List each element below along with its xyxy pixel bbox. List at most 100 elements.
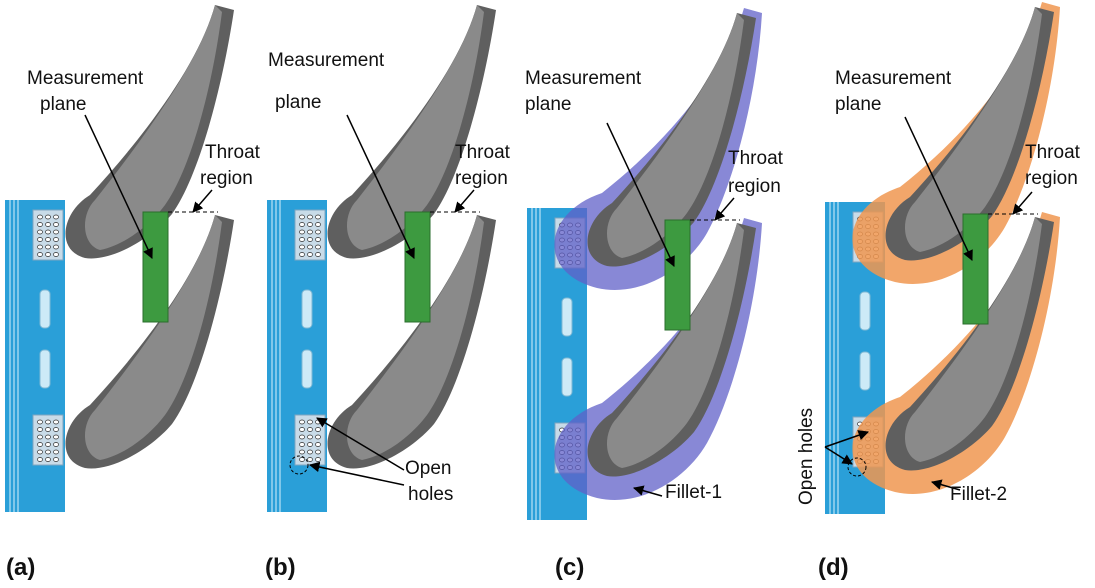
hole [46,450,51,454]
label: Measurement [27,68,144,89]
hole [54,223,59,227]
caption: (c) [555,554,584,581]
hole [300,458,305,462]
hole [38,443,43,447]
hole [300,215,305,219]
hole [316,443,321,447]
hole [308,223,313,227]
hole [54,245,59,249]
hole [308,253,313,257]
label: region [1025,168,1078,189]
slot [302,290,312,328]
hole [316,215,321,219]
label: plane [835,94,882,115]
hole [316,238,321,242]
slot [860,292,870,330]
hole [46,435,51,439]
label: region [455,168,508,189]
hole [38,450,43,454]
hole [46,215,51,219]
caption: (d) [818,554,849,581]
label: Throat [205,142,261,163]
label: Throat [455,142,511,163]
hole [316,435,321,439]
hole [54,435,59,439]
measurement-plane [665,220,690,330]
figure: Measurement plane Throat region (a) Meas… [0,0,1095,588]
slot [860,352,870,390]
hole [300,450,305,454]
hole [46,238,51,242]
hole [38,428,43,432]
label: Fillet-2 [950,484,1007,505]
label: region [200,168,253,189]
hole [316,230,321,234]
hole [300,420,305,424]
label: region [728,176,781,197]
label: Measurement [835,68,952,89]
slot [40,350,50,388]
hole [46,428,51,432]
hole [308,450,313,454]
hole [54,428,59,432]
measurement-plane [963,214,988,324]
hole [54,420,59,424]
panel [267,5,496,512]
label: Open [405,458,451,479]
label: plane [525,94,572,115]
label: plane [275,92,322,113]
hole [38,223,43,227]
hole [308,443,313,447]
hole [316,253,321,257]
hole [38,245,43,249]
measurement-plane [405,212,430,322]
hole [38,253,43,257]
hole [316,245,321,249]
hole [308,458,313,462]
measurement-plane [143,212,168,322]
hole [38,420,43,424]
label: Throat [1025,142,1081,163]
hole [46,223,51,227]
hole [300,253,305,257]
hole [54,238,59,242]
slot [562,298,572,336]
hole [54,458,59,462]
label: Fillet-1 [665,482,722,503]
caption: (a) [6,554,35,581]
hole [308,215,313,219]
hole [38,435,43,439]
hole [46,420,51,424]
hole [54,450,59,454]
hole [300,238,305,242]
slot [40,290,50,328]
caption: (b) [265,554,296,581]
hole [308,238,313,242]
hole [316,458,321,462]
slot [562,358,572,396]
hole [38,215,43,219]
hole [54,230,59,234]
hole [316,223,321,227]
hole [300,245,305,249]
hole [300,230,305,234]
label: plane [40,94,87,115]
hole [46,230,51,234]
hole [300,435,305,439]
label: Open holes [796,408,817,505]
hole [38,230,43,234]
pointer [455,190,474,212]
hole [316,450,321,454]
hole [46,458,51,462]
hole [316,420,321,424]
label: Throat [728,148,784,169]
label: Measurement [268,50,385,71]
hole [300,223,305,227]
hole [38,458,43,462]
label: holes [408,484,453,505]
hole [54,215,59,219]
hole [46,253,51,257]
label: Measurement [525,68,642,89]
hole [54,443,59,447]
hole [300,428,305,432]
